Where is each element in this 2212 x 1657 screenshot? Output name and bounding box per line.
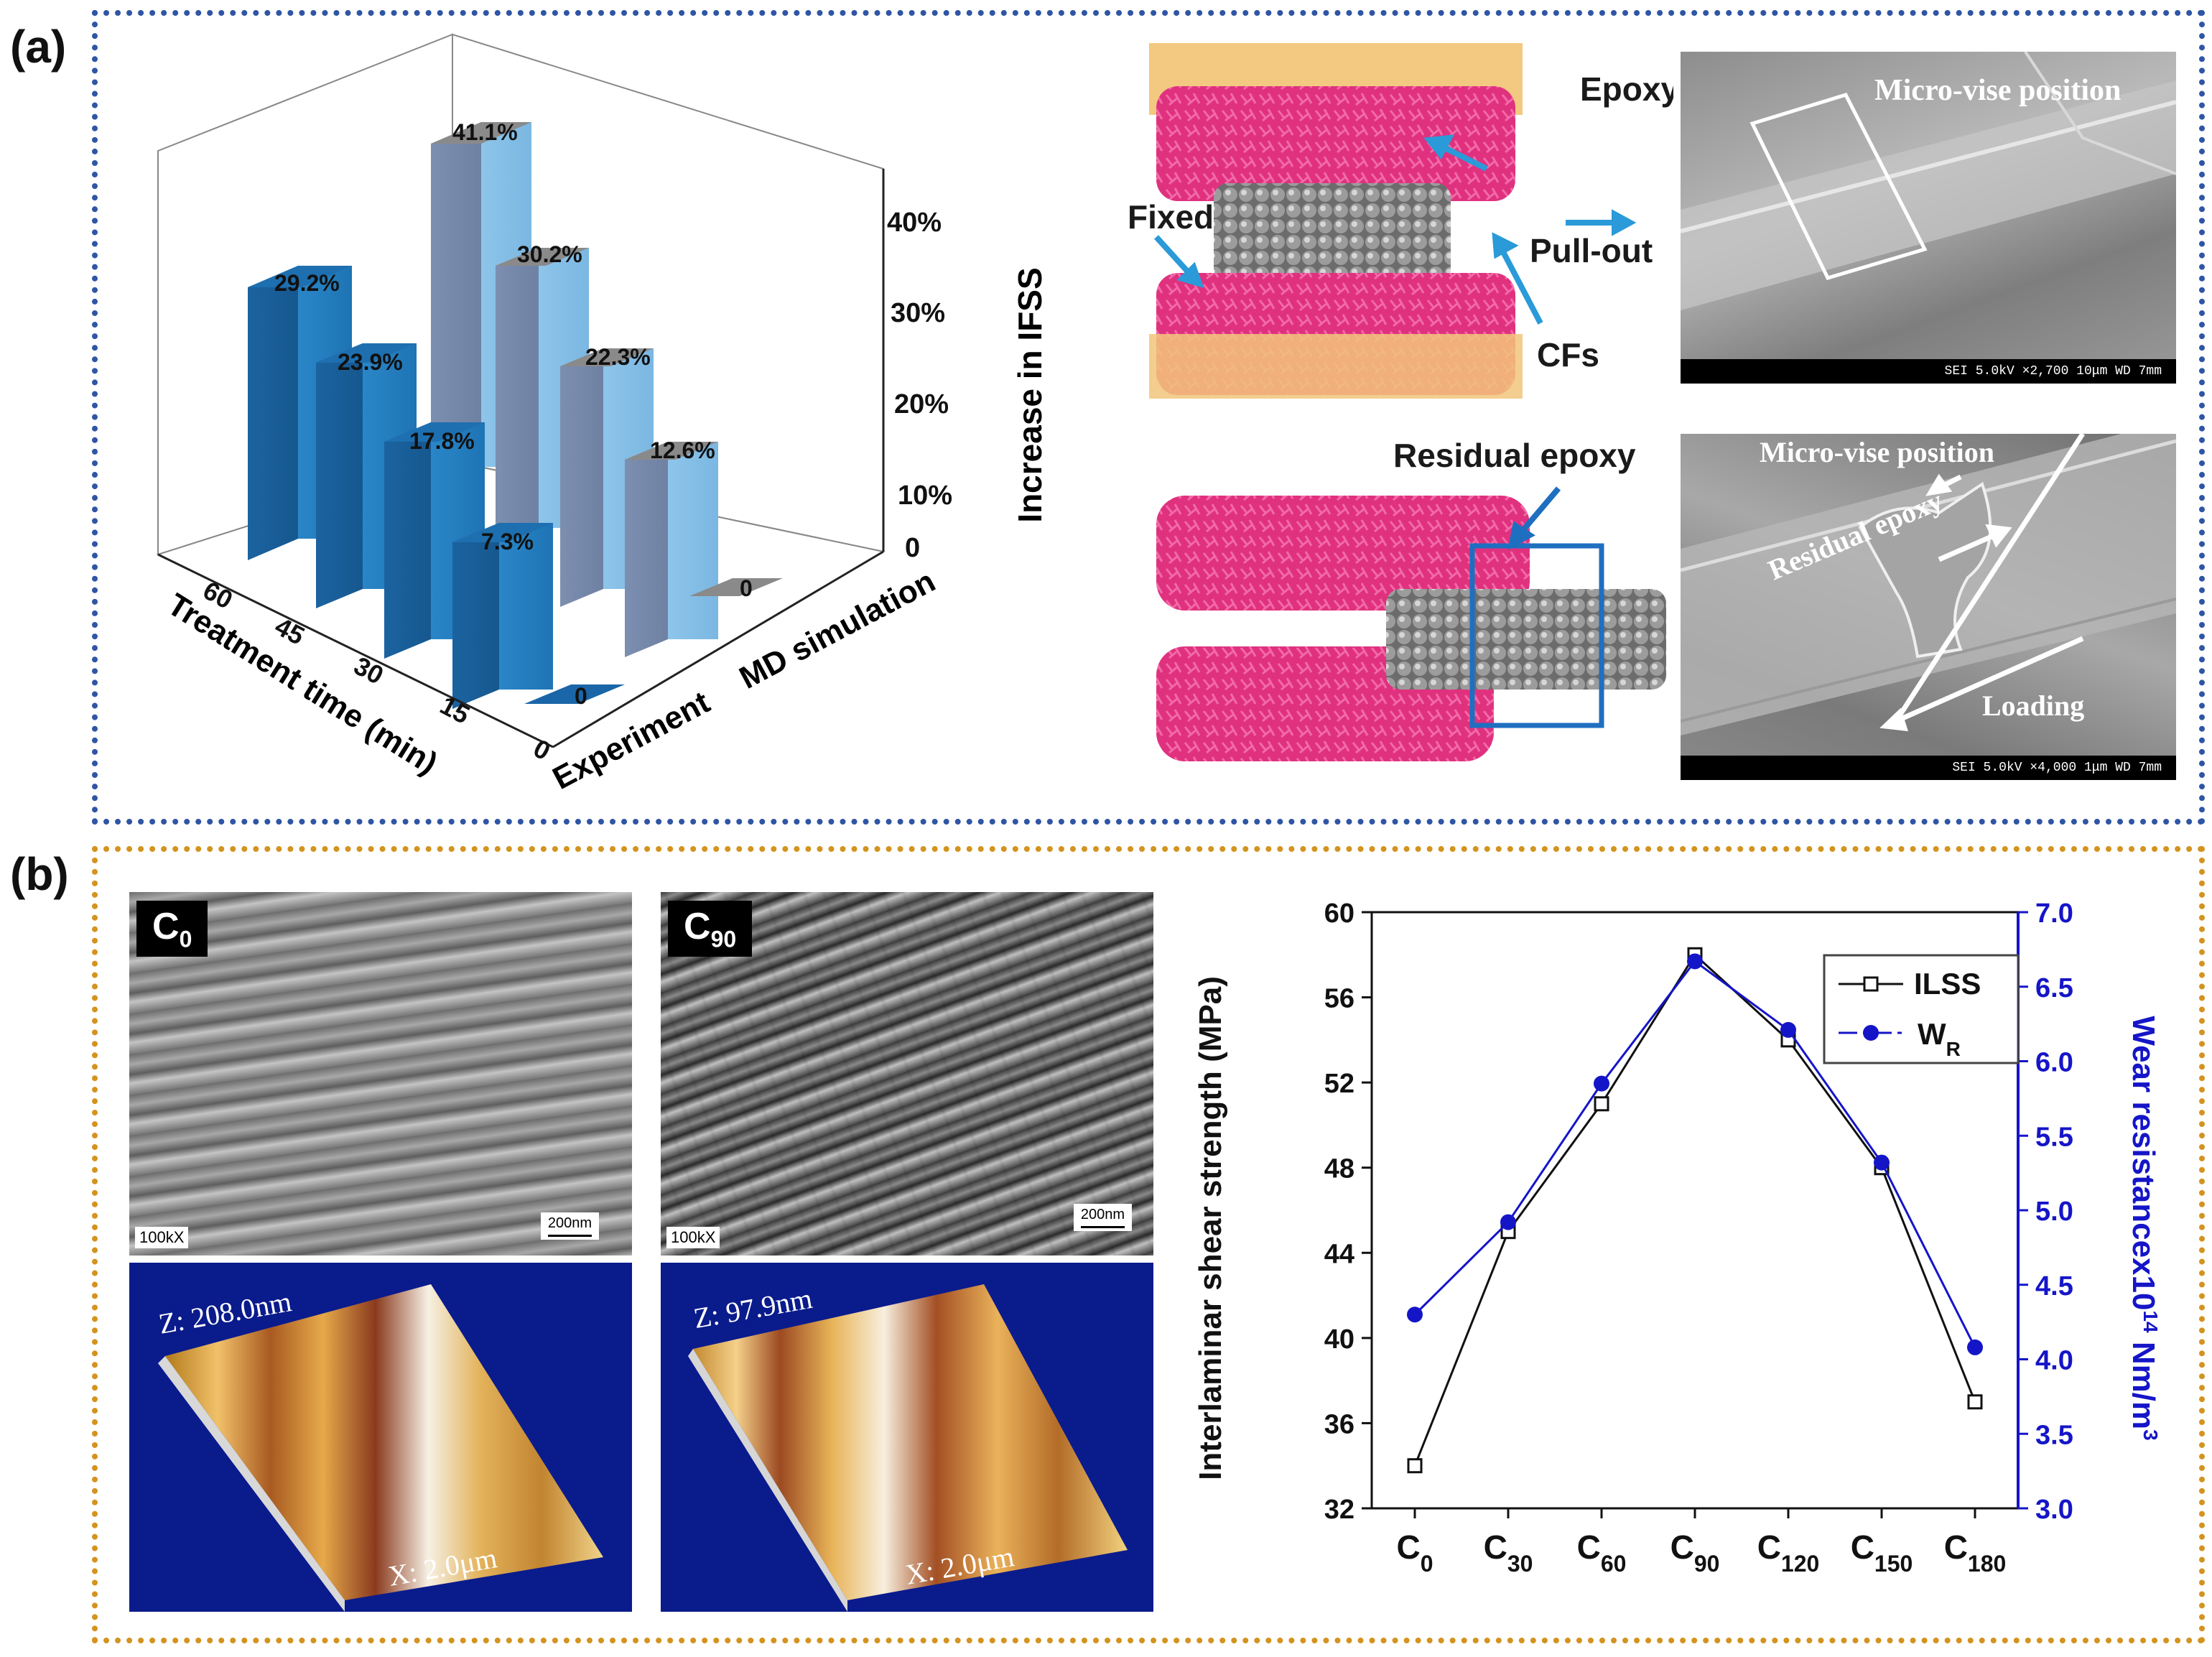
x-tick-label: C120 (1757, 1528, 1820, 1577)
y2-tick-label: 3.5 (2035, 1420, 2073, 1450)
sem-image-c90: C90 100kX 200nm (661, 892, 1153, 1255)
data-point-wr (1407, 1306, 1423, 1323)
data-point-ilss (1407, 1458, 1423, 1474)
x-tick-label: C0 (1396, 1528, 1433, 1577)
data-point-wr (1594, 1075, 1609, 1092)
y2-tick-label: 4.0 (2035, 1346, 2073, 1376)
sem-image-residual-epoxy: Micro-vise position Residual epoxy Loadi… (1681, 434, 2176, 780)
exp-value-label: 0 (575, 683, 587, 709)
exp-bar-15 (452, 523, 553, 709)
y-tick-label: 56 (1324, 984, 1354, 1014)
y-tick-label: 36 (1324, 1409, 1354, 1439)
panel-a-frame (92, 10, 2205, 825)
ilss-wear-line-chart: 32 36 40 44 48 52 56 60 3.0 3.5 4.0 4.5 5.0 5.5 6.0 6.5… (1193, 899, 2162, 1577)
c90-scale: 200nm (1073, 1204, 1132, 1231)
z-tick: 0 (905, 533, 920, 563)
legend-wr-marker (1863, 1025, 1879, 1041)
z-tick: 10% (898, 481, 952, 511)
md-pullout-schematic: Epoxy Fixed Pull-out CFs Residual epoxy (1128, 43, 1673, 761)
y2-tick-label: 3.0 (2035, 1495, 2073, 1525)
epoxy-top (1156, 86, 1515, 201)
epoxy-label: Epoxy (1580, 70, 1673, 108)
pull-out-label: Pull-out (1530, 232, 1653, 269)
sim-value-label: 41.1% (452, 119, 518, 145)
sem-image-micro-vise: Micro-vise position SEI 5.0kV ×2,700 10μ… (1681, 52, 2176, 384)
sem-image-c0: C0 100kX 200nm (129, 892, 632, 1255)
afm-image-c0: Z: 208.0nm X: 2.0μm (129, 1263, 632, 1612)
residual-epoxy-label: Residual epoxy (1393, 437, 1636, 474)
c90-mag: 100kX (666, 1227, 720, 1248)
x-tick-label: C30 (1484, 1528, 1533, 1577)
panel-b-frame (92, 846, 2205, 1643)
c0-mag: 100kX (135, 1227, 189, 1248)
y-tick-label: 60 (1324, 899, 1354, 929)
sim-value-label: 22.3% (585, 344, 651, 370)
z-tick: 40% (887, 208, 942, 238)
sim-bar-0 (689, 578, 783, 596)
carbon-fiber-pulled (1386, 589, 1666, 690)
y2-axis-title: Wear resistancex1014 Nm/m3 (2126, 1016, 2162, 1440)
sem-top-info-bar: SEI 5.0kV ×2,700 10μm WD 7mm (1681, 359, 2176, 384)
sem-top-label: Micro-vise position (1874, 74, 2122, 107)
y2-tick-label: 6.0 (2035, 1048, 2073, 1078)
legend-ilss-label: ILSS (1914, 967, 1981, 1001)
y2-tick-label: 7.0 (2035, 899, 2073, 929)
x-tick-label: C150 (1851, 1528, 1913, 1577)
data-point-wr (1967, 1339, 1983, 1355)
panel-b-label: (b) (10, 848, 69, 900)
legend: ILSS WR (1823, 954, 2020, 1064)
z-tick: 30% (891, 298, 945, 328)
panel-a-label: (a) (10, 21, 67, 73)
y-tick-label: 52 (1324, 1069, 1354, 1099)
c0-scale: 200nm (540, 1212, 599, 1240)
exp-value-label: 29.2% (274, 270, 340, 296)
x-tick-label: C60 (1577, 1528, 1627, 1577)
y-tick-label: 32 (1324, 1495, 1354, 1525)
z-tick: 20% (894, 389, 949, 419)
ifss-3d-bar-chart: 0 10% 20% 30% 40% Increase in IFSS (156, 33, 1049, 797)
sim-value-label: 30.2% (517, 241, 582, 267)
x-tick-label: C180 (1944, 1528, 2007, 1577)
carbon-fiber-top (1214, 183, 1451, 284)
y-tick-label: 48 (1324, 1154, 1354, 1184)
y2-tick-label: 4.5 (2035, 1271, 2073, 1301)
fixed-label: Fixed (1128, 198, 1214, 236)
cfs-label: CFs (1537, 336, 1599, 373)
sem-bottom-label-3: Loading (1982, 690, 2085, 722)
exp-bar-0 (524, 684, 625, 704)
y-tick-label: 40 (1324, 1324, 1354, 1355)
x-tick-label: C90 (1670, 1528, 1720, 1577)
data-point-ilss (1967, 1394, 1983, 1410)
epoxy-upper-residual (1156, 496, 1530, 611)
sem-bottom-label-1: Micro-vise position (1760, 436, 1995, 468)
z-axis-ticks: 0 10% 20% 30% 40% (887, 208, 952, 563)
data-point-wr (1874, 1154, 1890, 1171)
c0-badge: C0 (136, 901, 208, 957)
sem-bottom-info-bar: SEI 5.0kV ×4,000 1μm WD 7mm (1681, 756, 2176, 780)
y-tick-label: 44 (1324, 1239, 1354, 1269)
sim-value-label: 0 (740, 575, 753, 601)
legend-ilss-marker (1863, 976, 1879, 992)
data-point-wr (1780, 1021, 1796, 1038)
exp-value-label: 17.8% (409, 428, 475, 454)
data-point-wr (1687, 953, 1703, 970)
fixed-plate-bottom (1149, 334, 1523, 399)
sim-bar-15 (625, 442, 718, 657)
y2-tick-label: 5.0 (2035, 1197, 2073, 1227)
exp-value-label: 7.3% (481, 529, 534, 554)
sim-value-label: 12.6% (650, 437, 715, 463)
c90-badge: C90 (668, 901, 753, 957)
residual-epoxy-box (1469, 543, 1604, 728)
y-axis-title: Interlaminar shear strength (MPa) (1193, 976, 1228, 1480)
data-point-wr (1500, 1214, 1516, 1230)
afm-image-c90: Z: 97.9nm X: 2.0μm (661, 1263, 1153, 1612)
data-point-ilss (1594, 1096, 1609, 1112)
y2-tick-label: 5.5 (2035, 1122, 2073, 1152)
exp-value-label: 23.9% (338, 349, 403, 375)
y2-tick-label: 6.5 (2035, 973, 2073, 1003)
z-axis-title: Increase in IFSS (1011, 267, 1049, 522)
exp-bar-60 (248, 266, 352, 560)
legend-wr-label: WR (1918, 1017, 1961, 1060)
